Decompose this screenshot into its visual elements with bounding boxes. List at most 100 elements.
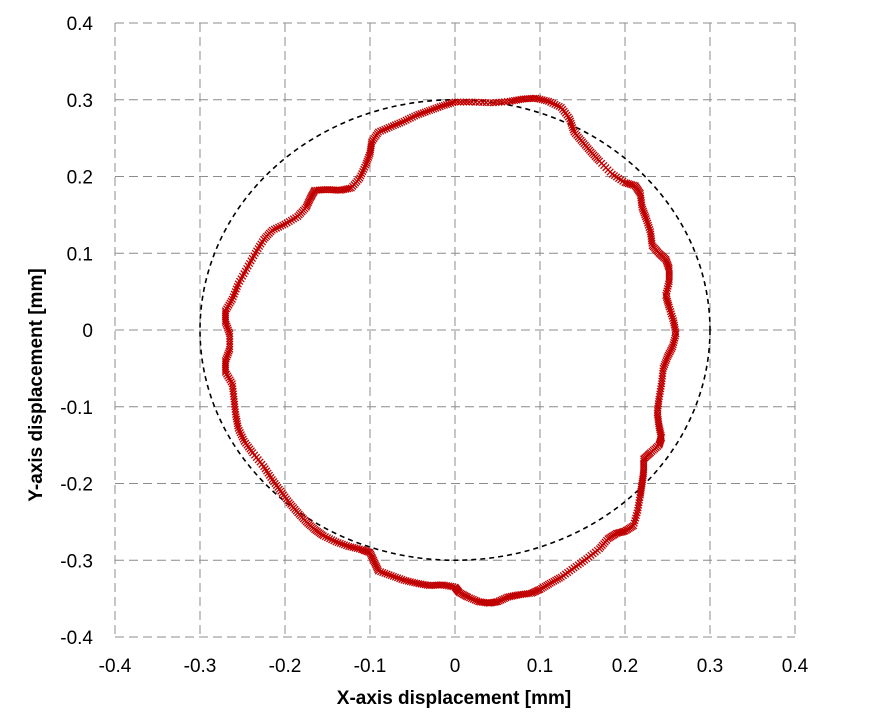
data-point: [279, 221, 287, 229]
data-point: [393, 120, 402, 128]
y-axis-title: Y-axis displacement [mm]: [26, 268, 47, 501]
marker-stroke: [356, 174, 364, 182]
data-point: [398, 575, 406, 584]
data-point: [358, 170, 366, 178]
data-point: [663, 355, 671, 363]
marker-stroke: [325, 535, 334, 543]
data-point: [566, 115, 574, 123]
marker-stroke: [449, 99, 457, 107]
marker-stroke: [421, 108, 429, 116]
marker-stroke: [393, 120, 402, 128]
marker-stroke: [440, 101, 449, 109]
data-point: [323, 534, 332, 542]
marker-stroke: [471, 596, 479, 604]
marker-stroke: [417, 109, 425, 118]
marker-stroke: [660, 362, 668, 371]
data-point: [644, 219, 652, 227]
marker-stroke: [555, 102, 563, 111]
marker-stroke: [406, 114, 415, 122]
marker-stroke: [362, 161, 370, 169]
marker-stroke: [665, 277, 673, 286]
marker-stroke: [430, 105, 438, 113]
marker-stroke: [224, 326, 232, 334]
data-point: [226, 330, 234, 338]
marker-stroke: [226, 330, 234, 338]
data-point: [362, 159, 371, 167]
data-point: [356, 174, 364, 182]
marker-stroke: [643, 217, 651, 225]
marker-stroke: [656, 426, 664, 434]
data-point: [362, 161, 370, 169]
marker-stroke: [656, 428, 664, 436]
marker-stroke: [664, 299, 672, 307]
data-point: [475, 598, 483, 606]
marker-stroke: [415, 110, 423, 118]
marker-stroke: [358, 170, 366, 178]
data-point: [669, 314, 677, 323]
data-point: [360, 165, 368, 173]
marker-stroke: [239, 435, 247, 443]
marker-stroke: [459, 98, 468, 106]
data-point: [642, 215, 650, 223]
data-point: [391, 573, 400, 581]
marker-stroke: [364, 155, 372, 163]
marker-stroke: [225, 328, 233, 336]
data-point: [221, 357, 230, 365]
data-point: [662, 357, 670, 365]
x-tick-label: 0.2: [612, 656, 638, 677]
marker-stroke: [551, 100, 559, 109]
data-point: [364, 155, 372, 163]
data-point: [643, 217, 651, 225]
data-point: [633, 509, 641, 517]
marker-stroke: [662, 293, 671, 302]
data-point: [268, 226, 276, 234]
marker-stroke: [345, 542, 353, 551]
marker-stroke: [360, 165, 368, 173]
data-point: [353, 544, 361, 553]
data-point: [631, 514, 640, 522]
marker-stroke: [664, 301, 673, 309]
data-point: [228, 382, 237, 390]
y-tick-label: -0.4: [60, 628, 93, 649]
marker-stroke: [383, 124, 391, 133]
data-point: [410, 579, 419, 587]
data-point: [385, 571, 393, 579]
marker-stroke: [538, 96, 546, 104]
marker-stroke: [657, 380, 666, 388]
data-point: [639, 205, 647, 213]
data-point: [224, 349, 232, 357]
data-point: [224, 326, 232, 334]
data-point: [330, 537, 338, 545]
y-tick-label: 0: [82, 321, 93, 342]
marker-stroke: [635, 496, 644, 504]
data-point: [449, 99, 457, 107]
marker-stroke: [656, 387, 664, 396]
marker-stroke: [658, 372, 667, 380]
marker-stroke: [457, 98, 465, 106]
marker-stroke: [661, 360, 669, 369]
data-point: [406, 578, 415, 586]
data-point: [389, 572, 398, 581]
marker-stroke: [332, 538, 340, 546]
marker-stroke: [408, 113, 417, 121]
data-point: [345, 542, 353, 551]
x-tick-label: 0.4: [782, 656, 809, 677]
data-point: [663, 353, 672, 361]
data-point: [444, 100, 453, 108]
marker-stroke: [656, 390, 664, 398]
marker-stroke: [665, 303, 673, 311]
data-point: [639, 207, 648, 215]
data-point: [238, 433, 246, 441]
marker-stroke: [425, 106, 434, 115]
marker-stroke: [667, 310, 675, 318]
data-point: [361, 163, 369, 171]
marker-stroke: [663, 258, 671, 267]
data-point: [661, 358, 670, 367]
marker-stroke: [663, 260, 672, 268]
data-point: [398, 118, 406, 126]
marker-stroke: [626, 180, 634, 188]
grid-layer: [114, 22, 796, 638]
data-point: [236, 428, 244, 437]
data-point: [272, 224, 281, 232]
